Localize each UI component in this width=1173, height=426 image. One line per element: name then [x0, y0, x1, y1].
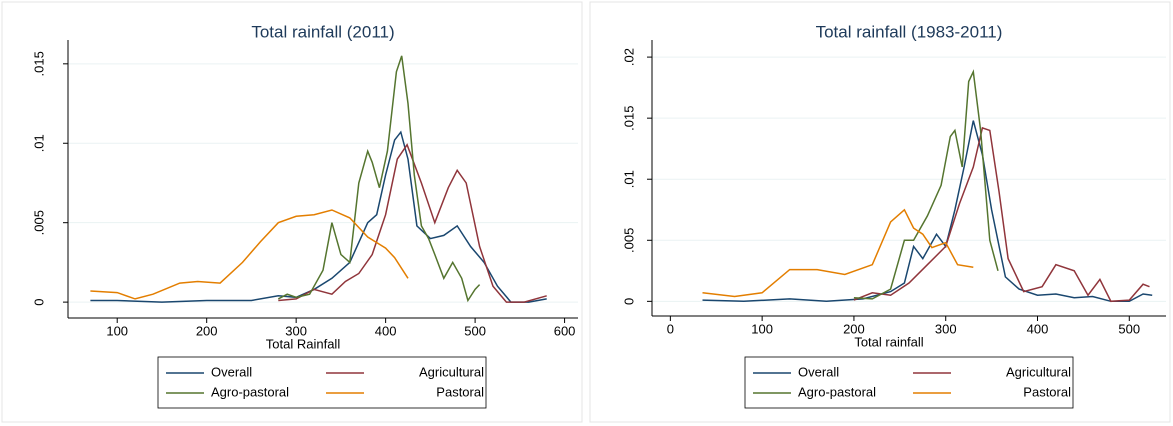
x-tick-label: 600 — [554, 323, 576, 338]
legend-label: Agricultural — [419, 364, 484, 379]
series-line — [277, 55, 481, 303]
y-tick-label: .015 — [31, 51, 46, 76]
y-tick-label: .01 — [31, 134, 46, 152]
x-tick-label: 200 — [196, 323, 218, 338]
legend — [744, 356, 1074, 409]
legend-label: Pastoral — [1023, 384, 1071, 399]
series-line — [90, 130, 547, 303]
chart-title: Total rainfall (1983-2011) — [816, 22, 1003, 41]
y-tick-label: .02 — [621, 48, 636, 66]
y-tick-label: .005 — [621, 228, 636, 253]
legend-label: Overall — [211, 364, 252, 379]
x-tick-label: 200 — [843, 321, 865, 336]
x-tick-label: 300 — [935, 321, 957, 336]
panel — [589, 1, 1171, 423]
legend-label: Pastoral — [436, 384, 484, 399]
chart-title: Total rainfall (2011) — [251, 22, 394, 41]
legend — [157, 356, 487, 409]
x-tick-label: 100 — [751, 321, 773, 336]
x-tick-label: 0 — [667, 321, 674, 336]
x-tick-label: 400 — [1027, 321, 1049, 336]
series-line — [702, 208, 974, 298]
series-line — [90, 209, 409, 300]
legend-label: Agro-pastoral — [211, 384, 289, 399]
y-tick-label: .01 — [621, 170, 636, 188]
y-tick-label: .005 — [31, 210, 46, 235]
x-tick-label: 500 — [464, 323, 486, 338]
legend-label: Agro-pastoral — [798, 384, 876, 399]
legend-label: Overall — [798, 364, 839, 379]
x-tick-label: 400 — [375, 323, 397, 338]
series-line — [702, 120, 1153, 303]
panel — [1, 1, 583, 423]
series-line — [853, 69, 999, 300]
x-tick-label: 300 — [285, 323, 307, 338]
legend-label: Agricultural — [1006, 364, 1071, 379]
x-axis-label: Total rainfall — [854, 334, 923, 349]
x-tick-label: 100 — [106, 323, 128, 338]
x-axis-label: Total Rainfall — [266, 336, 341, 351]
series-line — [278, 143, 547, 303]
y-tick-label: 0 — [621, 298, 636, 305]
series-line — [853, 126, 1150, 303]
y-tick-label: 0 — [31, 298, 46, 305]
x-tick-label: 500 — [1118, 321, 1140, 336]
y-tick-label: .015 — [621, 106, 636, 131]
